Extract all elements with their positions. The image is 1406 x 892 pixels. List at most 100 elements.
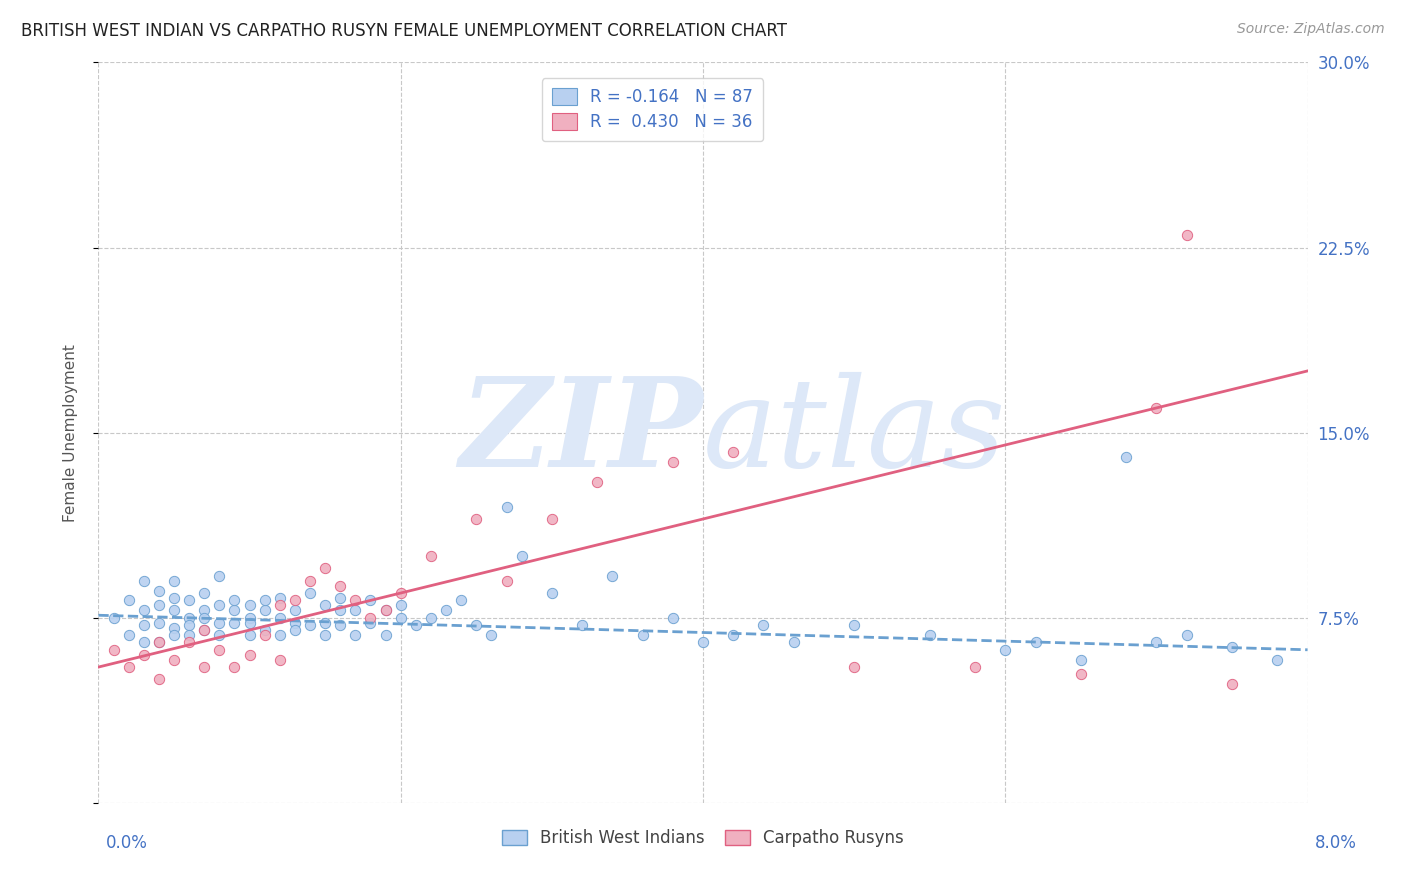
Point bbox=[510, 549, 533, 563]
Point bbox=[269, 653, 291, 667]
Point bbox=[360, 593, 382, 607]
Point bbox=[132, 648, 155, 662]
Text: 0.0%: 0.0% bbox=[105, 834, 148, 852]
Point bbox=[465, 512, 488, 526]
Point bbox=[163, 621, 186, 635]
Point bbox=[405, 618, 427, 632]
Point bbox=[179, 635, 201, 649]
Point bbox=[269, 628, 291, 642]
Point bbox=[132, 574, 155, 588]
Point bbox=[389, 599, 412, 613]
Point bbox=[571, 618, 593, 632]
Point bbox=[224, 615, 246, 630]
Point bbox=[1267, 653, 1289, 667]
Point bbox=[148, 635, 170, 649]
Point bbox=[314, 599, 336, 613]
Point bbox=[420, 549, 443, 563]
Point bbox=[389, 586, 412, 600]
Point bbox=[661, 610, 683, 624]
Point bbox=[163, 628, 186, 642]
Point bbox=[389, 610, 412, 624]
Point bbox=[179, 628, 201, 642]
Point bbox=[163, 574, 186, 588]
Point bbox=[602, 568, 624, 582]
Point bbox=[299, 618, 322, 632]
Point bbox=[239, 610, 262, 624]
Point bbox=[918, 628, 941, 642]
Point bbox=[163, 653, 186, 667]
Point bbox=[163, 603, 186, 617]
Point bbox=[148, 673, 170, 687]
Point bbox=[193, 586, 215, 600]
Point bbox=[1146, 401, 1168, 415]
Point bbox=[314, 561, 336, 575]
Point bbox=[269, 599, 291, 613]
Point bbox=[1115, 450, 1137, 465]
Point bbox=[253, 603, 276, 617]
Point bbox=[299, 586, 322, 600]
Point bbox=[299, 574, 322, 588]
Point bbox=[284, 593, 307, 607]
Point bbox=[193, 660, 215, 674]
Point bbox=[1025, 635, 1047, 649]
Point bbox=[132, 603, 155, 617]
Point bbox=[344, 628, 367, 642]
Point bbox=[193, 623, 215, 637]
Point bbox=[692, 635, 714, 649]
Point bbox=[844, 618, 866, 632]
Point bbox=[1175, 628, 1198, 642]
Point bbox=[253, 593, 276, 607]
Text: atlas: atlas bbox=[703, 372, 1007, 493]
Point bbox=[224, 603, 246, 617]
Point bbox=[1220, 640, 1243, 655]
Point bbox=[284, 615, 307, 630]
Point bbox=[465, 618, 488, 632]
Point bbox=[208, 615, 231, 630]
Point bbox=[239, 615, 262, 630]
Point bbox=[329, 618, 352, 632]
Text: Source: ZipAtlas.com: Source: ZipAtlas.com bbox=[1237, 22, 1385, 37]
Point bbox=[374, 603, 396, 617]
Y-axis label: Female Unemployment: Female Unemployment bbox=[63, 343, 77, 522]
Point bbox=[844, 660, 866, 674]
Point bbox=[481, 628, 503, 642]
Point bbox=[434, 603, 457, 617]
Point bbox=[193, 603, 215, 617]
Text: ZIP: ZIP bbox=[460, 372, 703, 493]
Point bbox=[269, 610, 291, 624]
Point bbox=[344, 593, 367, 607]
Point bbox=[284, 603, 307, 617]
Point bbox=[374, 603, 396, 617]
Point bbox=[132, 635, 155, 649]
Legend: British West Indians, Carpatho Rusyns: British West Indians, Carpatho Rusyns bbox=[495, 822, 911, 854]
Point bbox=[208, 599, 231, 613]
Point bbox=[314, 615, 336, 630]
Point bbox=[314, 628, 336, 642]
Point bbox=[269, 591, 291, 605]
Point bbox=[329, 591, 352, 605]
Point bbox=[118, 628, 141, 642]
Point bbox=[284, 623, 307, 637]
Point bbox=[329, 603, 352, 617]
Point bbox=[193, 610, 215, 624]
Point bbox=[208, 568, 231, 582]
Point bbox=[752, 618, 775, 632]
Point bbox=[344, 603, 367, 617]
Text: BRITISH WEST INDIAN VS CARPATHO RUSYN FEMALE UNEMPLOYMENT CORRELATION CHART: BRITISH WEST INDIAN VS CARPATHO RUSYN FE… bbox=[21, 22, 787, 40]
Point bbox=[148, 599, 170, 613]
Point bbox=[631, 628, 654, 642]
Point bbox=[208, 642, 231, 657]
Point bbox=[239, 628, 262, 642]
Point bbox=[193, 623, 215, 637]
Point bbox=[994, 642, 1017, 657]
Text: 8.0%: 8.0% bbox=[1315, 834, 1357, 852]
Point bbox=[163, 591, 186, 605]
Point bbox=[179, 593, 201, 607]
Point bbox=[148, 583, 170, 598]
Point bbox=[148, 635, 170, 649]
Point bbox=[224, 660, 246, 674]
Point bbox=[103, 610, 125, 624]
Point bbox=[783, 635, 806, 649]
Point bbox=[239, 599, 262, 613]
Point bbox=[374, 628, 396, 642]
